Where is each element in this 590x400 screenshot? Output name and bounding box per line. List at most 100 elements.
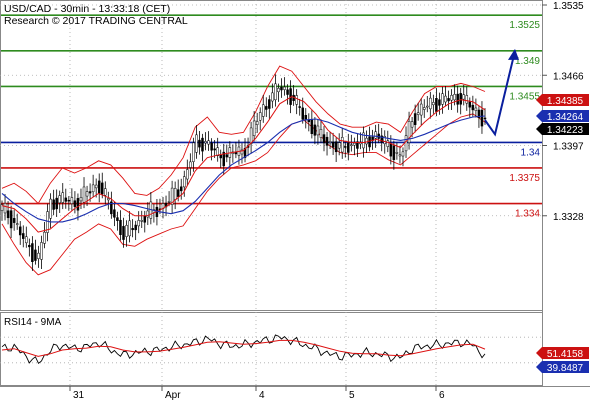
candle-body [328,141,332,143]
candle-body [252,120,256,137]
candle-body [283,86,286,90]
candle-body [140,220,143,222]
header-line-1: USD/CAD - 30min - 13:33:18 (CET) [4,3,170,15]
x-tick-label: 5 [349,390,355,400]
candle-body [416,112,420,115]
candle-body [173,188,177,200]
candle-body [350,144,353,146]
candle-body [31,243,34,262]
level-label: 1.34 [521,147,541,158]
candle-body [25,236,28,244]
candle-body [389,143,393,157]
candle-body [225,154,229,158]
candle-body [61,192,65,203]
candle-body [344,146,347,148]
y-tick-label: 1.3397 [553,142,584,153]
candle-body [255,121,259,125]
candle-body [322,134,326,144]
candle-body [43,231,46,244]
candle-body [219,154,222,159]
candle-body [274,83,277,101]
candle-body [432,102,435,106]
candle-body [67,199,71,202]
bollinger-bands [1,65,486,276]
candle-body [365,137,368,145]
candle-body [480,109,484,127]
candle-body [125,225,128,237]
candle-body [210,142,213,151]
y-tick-label: 1.3535 [553,1,584,12]
candle-body [122,226,125,240]
candle-body [170,187,174,205]
candle-body [49,198,52,219]
candle-body [76,198,80,211]
candle-body [307,119,311,123]
candle-body [22,233,25,239]
candle-body [82,186,86,203]
x-tick-label: 6 [439,390,445,400]
candle-body [271,92,274,102]
horizontal-levels: 1.3525 1.349 1.3455 1.34 1.3375 1.334 [1,14,542,220]
candle-body [216,147,219,156]
candle-body [186,169,189,180]
candle-body [277,88,280,93]
candle-body [395,152,399,154]
candle-body [380,135,383,143]
price-tag-label: 1.34223 [547,125,584,136]
candle-body [474,107,478,111]
candle-body [435,98,438,112]
candle-body [119,219,122,235]
candle-body [189,161,192,168]
candle-body [450,95,453,101]
candle-body [444,95,447,103]
candle-body [301,107,304,120]
candle-body [304,115,308,120]
candle-body [447,98,450,102]
candle-body [298,106,301,108]
candle-body [179,186,183,192]
candle-body [6,210,10,219]
candle-body [465,95,469,104]
candle-body [192,142,195,162]
candle-body [70,197,74,204]
indicator-lines [1,96,486,233]
x-grid [69,0,437,386]
candle-body [441,93,444,105]
candle-body [183,176,186,188]
band-line [1,113,486,276]
candle-body [9,210,13,229]
candle-body [258,112,262,121]
candle-body [286,89,289,95]
candle-body [40,242,43,260]
candle-body [340,137,344,153]
candle-body [46,211,49,233]
candle-body [310,119,314,134]
candle-body [55,197,58,210]
price-tag-label: 1.34264 [547,112,584,123]
candle-body [12,218,16,223]
candle-body [52,199,55,210]
x-tick-label: Apr [165,390,181,400]
price-tag-label: 1.34385 [547,96,584,107]
rsi-ma-line [1,339,486,357]
candle-body [386,140,390,147]
projection-arrow [484,48,519,137]
candle-body [337,142,341,149]
candle-body [319,129,323,138]
candle-body [198,139,201,148]
candle-body [313,124,317,136]
candle-body [176,189,180,197]
level-label: 1.3525 [509,20,540,31]
candle-body [240,149,244,155]
candle-body [100,182,104,195]
candle-body [249,127,253,145]
candle-body [356,141,359,149]
candle-body [3,203,7,214]
y-tick-label: 1.3328 [553,212,584,223]
candle-body [243,148,247,158]
level-label: 1.349 [515,56,540,67]
candle-body [429,97,432,110]
candle-body [201,137,204,152]
candle-body [407,121,411,143]
